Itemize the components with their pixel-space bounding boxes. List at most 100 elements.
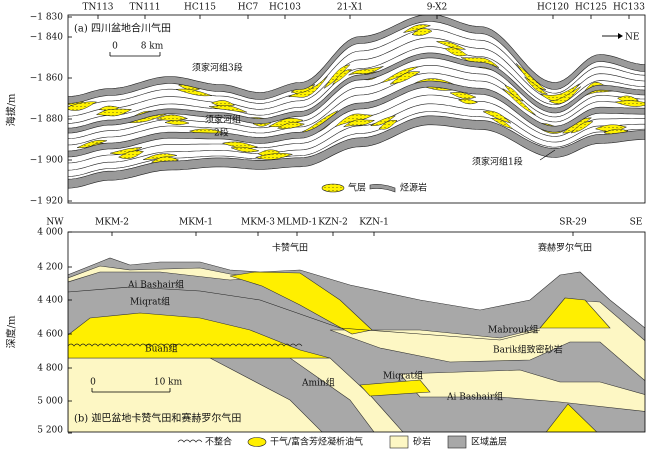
bed-line (68, 46, 645, 124)
bed-line (68, 72, 645, 146)
frame-b (67, 231, 646, 433)
well-label: MLMD-1 (277, 218, 318, 228)
gas-lens (142, 153, 178, 161)
scale-label: 0 (112, 42, 118, 52)
well-label: HC120 (537, 3, 569, 13)
gas-lens (230, 146, 260, 153)
gas-lens (502, 88, 536, 116)
y-tick-label: −1 920 (30, 197, 64, 207)
buah-sand (68, 312, 331, 359)
well-label: HC125 (575, 3, 607, 13)
legend-label: 区域盖层 (471, 436, 507, 448)
formation-label: 须家河组3段 (192, 62, 243, 74)
gas-lens (222, 141, 258, 149)
formation-label: 须家河组1段 (472, 156, 523, 168)
gas-lens (369, 115, 396, 127)
y-tick-label: −1 900 (30, 156, 64, 166)
scale-label: 10 km (154, 378, 183, 388)
sr29-gas (539, 297, 611, 329)
gas-lens (381, 66, 419, 83)
y-tick-label: 5 200 (37, 426, 63, 436)
y-axis-label: 深度/m (5, 315, 18, 348)
y-tick-label: 4 400 (37, 296, 63, 306)
source-rock-band (68, 15, 645, 104)
gas-lens (109, 147, 143, 155)
gas-lens (175, 88, 213, 97)
gas-lens (403, 24, 431, 33)
y-tick-label: 4 800 (37, 364, 63, 374)
well-label: MKM-1 (179, 218, 213, 228)
formation-label: Ai Bashair组 (446, 391, 503, 403)
well-label: NW (46, 218, 64, 228)
source-rock-band (68, 80, 645, 158)
gas-lens (323, 64, 351, 89)
y-tick-label: −1 830 (30, 13, 64, 23)
y-tick-label: 4 600 (37, 330, 63, 340)
legend-lens (321, 183, 345, 193)
annotations: −1 830 −1 840 −1 860 −1 880 −1 900 −1 920 TN11… (5, 3, 645, 449)
gas-lens (524, 76, 549, 95)
field-label: 赛赫罗尔气田 (538, 242, 592, 254)
legend-seal (447, 435, 467, 449)
formation-label: 2段 (214, 127, 229, 139)
well-label: TN113 (82, 3, 113, 13)
caption: (a) 四川盆地合川气田 (74, 22, 171, 35)
well-label: HC133 (613, 3, 645, 13)
gas-lens (411, 28, 433, 36)
gas-lens (449, 92, 477, 99)
well-label: 21-X1 (337, 3, 363, 13)
legend-label: 干气/富含芳烃凝析油气 (270, 436, 363, 448)
formation-label: Buah组 (145, 343, 178, 355)
field-label: 卡赞气田 (272, 242, 308, 254)
gas-lens (343, 119, 376, 128)
gas-lens (436, 41, 466, 50)
gas-lens (76, 139, 108, 149)
lower-sand (399, 369, 645, 412)
gas-lens (548, 86, 582, 104)
gas-lens (95, 108, 133, 117)
y-tick-label: 5 000 (37, 397, 63, 407)
y-tick-label: 4 200 (37, 263, 63, 273)
gas-lens (332, 69, 353, 85)
arrow-head (618, 33, 623, 39)
gas-lens (276, 122, 306, 129)
y-tick-label: 4 000 (37, 228, 63, 238)
gas-lens (164, 119, 190, 125)
bed-line (68, 65, 645, 139)
leader-line (539, 149, 556, 161)
section-a (68, 15, 645, 189)
well-label: MKM-2 (95, 218, 129, 228)
legend-unconformity (177, 439, 203, 443)
y-tick-label: −1 880 (30, 115, 64, 125)
well-label: HC103 (269, 3, 301, 13)
gas-lens (490, 118, 513, 130)
formation-label: Miqrat组 (130, 296, 170, 308)
gas-lens (378, 119, 398, 130)
source-rock-band (68, 115, 645, 189)
well-label: KZN-1 (359, 218, 389, 228)
kzn-gas (229, 271, 373, 335)
well-label: MKM-3 (241, 218, 275, 228)
formation-label: Miqrat组 (383, 370, 423, 382)
well-label: SE (630, 218, 643, 228)
well-label: HC115 (184, 3, 216, 13)
miqrat-sand (359, 379, 431, 397)
well-label: SR-29 (559, 218, 587, 228)
well-label: 9-X2 (427, 3, 448, 13)
source-rock-band (68, 52, 645, 134)
y-tick-label: −1 860 (30, 74, 64, 84)
formation-label: Amin组 (301, 377, 335, 389)
formation-line (68, 286, 541, 341)
legend-sand (389, 435, 409, 449)
deep-gas (545, 403, 598, 432)
gas-lens (570, 121, 594, 134)
gas-lens (482, 110, 512, 124)
legend-gas (247, 437, 267, 447)
gas-lens (117, 150, 145, 159)
y-axis-label: 海拔/m (5, 93, 18, 126)
gas-lens (155, 114, 189, 121)
gas-lens (288, 76, 328, 98)
legend-label: 砂岩 (413, 436, 431, 448)
gas-lens (504, 85, 524, 102)
